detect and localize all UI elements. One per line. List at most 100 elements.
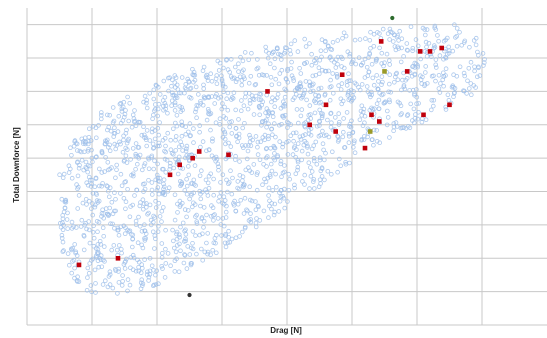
cloud-point [220, 127, 226, 133]
cloud-point [152, 233, 158, 238]
cloud-point [325, 117, 330, 123]
cloud-point [212, 212, 217, 217]
cloud-point [302, 36, 308, 42]
cloud-point [157, 179, 162, 184]
cloud-point [301, 142, 307, 148]
cloud-point [170, 227, 175, 233]
cloud-point [71, 257, 77, 263]
cloud-point [183, 132, 189, 137]
cloud-point [91, 235, 97, 241]
cloud-point [74, 225, 79, 230]
cloud-point [273, 76, 279, 82]
cloud-point [384, 51, 390, 57]
cloud-point [231, 201, 236, 206]
cloud-point [139, 132, 145, 138]
cloud-point [205, 180, 211, 186]
highlighted-point [323, 102, 329, 108]
cloud-point [83, 139, 88, 145]
cloud-point [191, 126, 196, 131]
cloud-point [163, 227, 168, 233]
cloud-point [342, 145, 348, 150]
cloud-point [322, 93, 328, 98]
cloud-point [110, 120, 116, 125]
cloud-point [411, 106, 417, 112]
cloud-point [346, 134, 352, 139]
cloud-point [241, 103, 247, 108]
cloud-point [134, 187, 139, 193]
cloud-point [129, 232, 134, 237]
cloud-point [171, 152, 176, 157]
cloud-point [190, 241, 195, 246]
cloud-point [152, 128, 158, 133]
cloud-point [270, 95, 275, 100]
cloud-point [148, 222, 154, 228]
cloud-point [184, 191, 190, 197]
cloud-point [214, 73, 220, 78]
cloud-point [189, 192, 194, 198]
cloud-point [90, 229, 96, 235]
cloud-point [122, 231, 128, 237]
cloud-point [69, 247, 74, 253]
cloud-point [403, 78, 409, 83]
cloud-point [186, 78, 192, 84]
cloud-point [130, 146, 136, 151]
cloud-point [174, 113, 180, 118]
cloud-point [65, 251, 71, 256]
cloud-point [162, 136, 168, 141]
cloud-point [286, 120, 291, 126]
cloud-point [89, 147, 94, 153]
cloud-point [292, 95, 297, 100]
cloud-point [259, 72, 265, 77]
cloud-point [175, 87, 181, 92]
cloud-point [102, 169, 107, 174]
cloud-point [93, 253, 99, 259]
cloud-point [133, 167, 138, 172]
cloud-point [197, 123, 203, 128]
cloud-point [136, 214, 141, 220]
cloud-point [101, 234, 106, 239]
cloud-point [309, 51, 314, 57]
cloud-point [119, 247, 124, 252]
cloud-point [118, 224, 124, 230]
cloud-point [281, 186, 287, 192]
cloud-point [366, 55, 371, 60]
cloud-point [106, 167, 111, 173]
cloud-point [282, 104, 288, 109]
cloud-point [165, 110, 170, 116]
cloud-point [347, 121, 353, 127]
cloud-point [307, 103, 313, 108]
cloud-point [263, 146, 269, 152]
cloud-point [238, 74, 243, 80]
cloud-point [282, 113, 288, 118]
cloud-point [255, 144, 260, 150]
cloud-point [253, 224, 259, 230]
cloud-point [210, 138, 215, 144]
cloud-point [155, 229, 161, 235]
cloud-point [147, 91, 153, 96]
cloud-point [187, 121, 193, 126]
cloud-point [168, 160, 173, 166]
cloud-point [142, 222, 147, 228]
cloud-point [95, 200, 101, 205]
cloud-point [200, 102, 206, 108]
cloud-point [264, 124, 269, 130]
cloud-point [223, 209, 229, 215]
cloud-point [190, 204, 195, 210]
cloud-point [116, 269, 121, 274]
cloud-point [126, 118, 131, 124]
cloud-point [182, 207, 188, 212]
cloud-point [183, 124, 189, 130]
cloud-point [214, 92, 219, 97]
cloud-point [333, 65, 339, 70]
cloud-point [159, 219, 164, 224]
cloud-point [190, 67, 195, 72]
highlighted-point [190, 155, 195, 161]
cloud-point [172, 108, 178, 113]
cloud-point [227, 119, 232, 125]
cloud-point [308, 173, 314, 179]
cloud-point [215, 216, 221, 221]
cloud-point [301, 61, 307, 66]
cloud-point [246, 218, 252, 223]
cloud-point [85, 169, 90, 175]
cloud-point [97, 239, 103, 244]
